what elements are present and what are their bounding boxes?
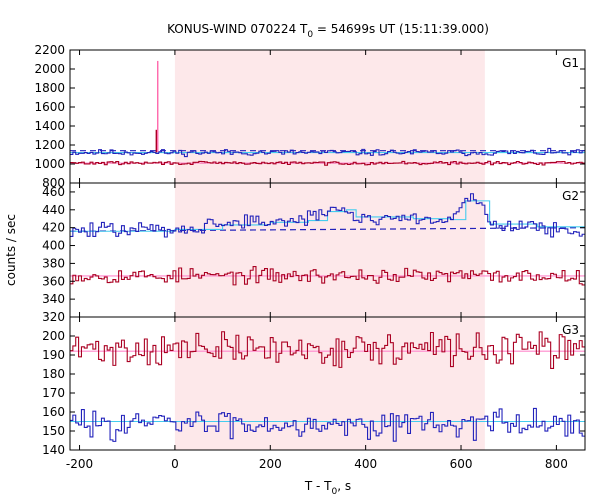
y-tick-label: 1600 — [34, 100, 65, 114]
panel-frames: G1 G2 G3 — [69, 49, 586, 451]
series-step-0 — [70, 331, 585, 369]
y-tick-label: 1400 — [34, 119, 65, 133]
shaded-interval — [174, 50, 485, 450]
y-tick-label: 420 — [42, 221, 65, 235]
x-tick-label: 600 — [450, 457, 473, 471]
y-tick-label: 200 — [42, 329, 65, 343]
y-tick-label: 320 — [42, 310, 65, 324]
panel-plot-area — [70, 331, 585, 442]
series-step-1 — [70, 160, 585, 166]
y-tick-label: 1200 — [34, 138, 65, 152]
y-tick-label: 340 — [42, 292, 65, 306]
series-step-1 — [70, 265, 585, 286]
y-tick-label: 190 — [42, 348, 65, 362]
panel-g1 — [70, 60, 585, 166]
shaded-interval-layer — [174, 50, 485, 450]
x-tick-label: 0 — [171, 457, 179, 471]
panel-plot-area — [70, 60, 585, 166]
panel-label: G3 — [562, 323, 579, 337]
y-tick-label: 160 — [42, 405, 65, 419]
x-axis-label: T - T0, s — [304, 479, 351, 497]
y-tick-label: 140 — [42, 443, 65, 457]
x-tick-label: 800 — [545, 457, 568, 471]
y-tick-label: 2200 — [34, 43, 65, 57]
y-tick-label: 150 — [42, 424, 65, 438]
y-tick-label: 460 — [42, 185, 65, 199]
y-tick-label: 1800 — [34, 81, 65, 95]
panel-g3 — [70, 331, 585, 442]
y-tick-label: 2000 — [34, 62, 65, 76]
y-tick-label: 180 — [42, 367, 65, 381]
chart-title: KONUS-WIND 070224 T0 = 54699s UT (15:11:… — [167, 22, 489, 40]
panel-label: G1 — [562, 56, 579, 70]
y-tick-label: 1000 — [34, 157, 65, 171]
y-axis-label: counts / sec — [4, 214, 18, 286]
panel-plot-area — [70, 193, 585, 286]
series-step-1 — [70, 407, 585, 442]
y-tick-label: 800 — [42, 176, 65, 190]
tick-layer: 8001000120014001600180020002200320340360… — [34, 43, 585, 471]
x-tick-label: 400 — [354, 457, 377, 471]
x-tick-label: -200 — [66, 457, 93, 471]
series-step-0 — [70, 147, 585, 158]
x-tick-label: 200 — [259, 457, 282, 471]
y-tick-label: 170 — [42, 386, 65, 400]
y-tick-label: 440 — [42, 203, 65, 217]
fit-line-0 — [70, 200, 585, 232]
series-layer — [70, 60, 585, 442]
y-tick-label: 360 — [42, 274, 65, 288]
panel-g2 — [70, 193, 585, 286]
y-tick-label: 400 — [42, 239, 65, 253]
series-step-0 — [70, 193, 585, 238]
y-tick-label: 380 — [42, 256, 65, 270]
panel-label: G2 — [562, 189, 579, 203]
panel-frame-g3 — [69, 316, 586, 451]
